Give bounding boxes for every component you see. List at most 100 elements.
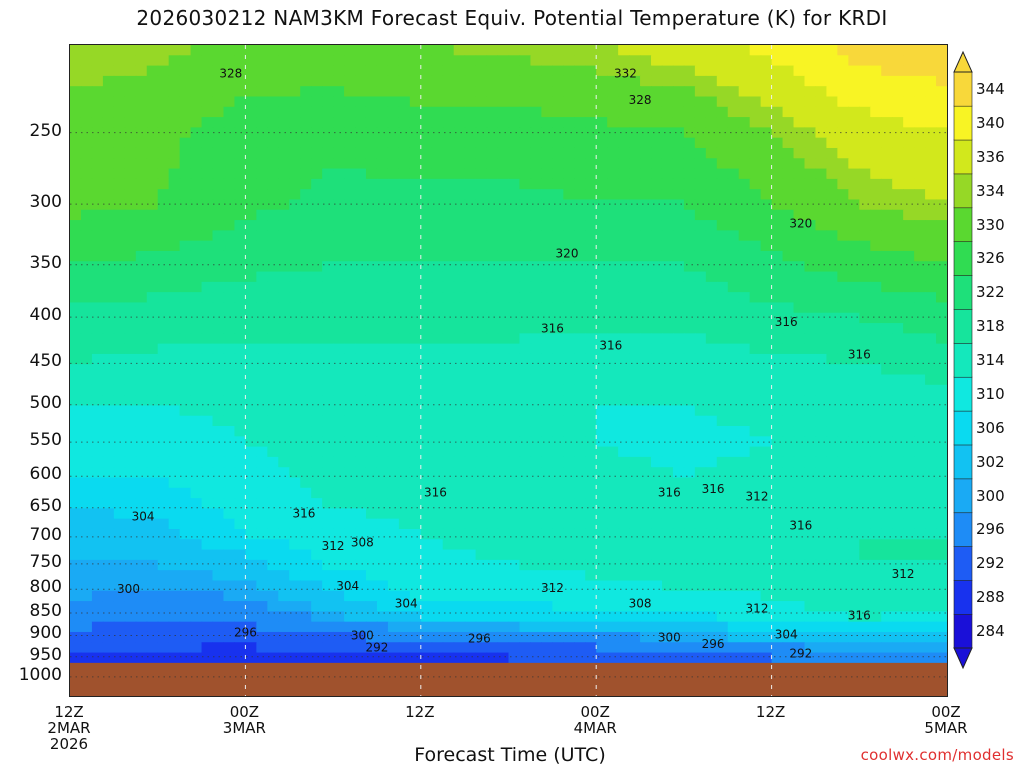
heatmap-cell [892,178,904,190]
colorbar-tick-label: 288 [976,588,1005,607]
heatmap-cell [683,127,696,139]
heatmap-cell [804,559,817,571]
heatmap-cell [355,426,367,437]
heatmap-cell [618,374,630,386]
y-tick-label: 300 [29,192,62,213]
heatmap-cell [859,467,871,479]
heatmap-cell [475,477,488,489]
heatmap-cell [398,45,411,56]
heatmap-cell [234,498,246,509]
heatmap-cell [70,261,82,273]
heatmap-cell [398,189,411,201]
heatmap-cell [157,580,170,592]
heatmap-cell [914,601,926,612]
heatmap-cell [179,189,192,201]
heatmap-cell [727,55,740,67]
heatmap-cell [278,549,290,561]
heatmap-cell [640,353,652,365]
heatmap-cell [124,209,137,221]
heatmap-cell [113,487,126,499]
heatmap-cell [804,86,817,98]
heatmap-cell [234,518,246,530]
heatmap-cell [936,642,947,654]
heatmap-cell [640,652,652,664]
heatmap-cell [936,559,947,571]
heatmap-cell [651,477,663,489]
heatmap-cell [640,590,652,602]
heatmap-cell [640,271,652,283]
heatmap-cell [651,323,663,334]
heatmap-cell [519,168,532,180]
heatmap-cell [771,302,784,314]
heatmap-cell [563,117,575,128]
heatmap-cell [486,158,499,170]
heatmap-cell [409,323,422,334]
heatmap-cell [793,487,806,499]
heatmap-cell [442,559,455,571]
heatmap-cell [519,147,532,159]
heatmap-cell [881,487,893,499]
heatmap-cell [344,467,356,479]
heatmap-cell [848,230,860,242]
heatmap-cell [552,631,564,643]
heatmap-cell [135,333,148,345]
heatmap-cell [212,436,225,448]
heatmap-cell [618,405,630,417]
heatmap-cell [892,137,904,149]
heatmap-cell [815,539,828,551]
heatmap-cell [442,312,455,324]
heatmap-cell [574,539,586,551]
heatmap-cell [651,55,663,67]
heatmap-cell [486,652,499,664]
heatmap-cell [475,75,488,87]
heatmap-cell [365,456,378,468]
heatmap-cell [716,250,729,262]
heatmap-cell [234,590,246,602]
heatmap-cell [815,271,828,283]
heatmap-cell [585,199,597,211]
heatmap-cell [705,559,718,571]
heatmap-cell [80,292,93,304]
heatmap-cell [848,374,860,386]
heatmap-cell [365,117,378,128]
heatmap-cell [826,580,838,592]
heatmap-cell [322,75,334,87]
heatmap-cell [322,528,334,540]
heatmap-cell [234,250,246,262]
heatmap-cell [256,539,268,551]
heatmap-cell [782,117,795,128]
heatmap-cell [596,147,608,159]
heatmap-cell [881,353,893,365]
heatmap-cell [278,86,290,98]
heatmap-cell [629,178,641,190]
heatmap-cell [925,528,937,540]
heatmap-cell [914,281,926,293]
heatmap-cell [574,209,586,221]
heatmap-cell [519,364,532,376]
heatmap-cell [300,127,312,139]
heatmap-cell [497,631,510,643]
heatmap-cell [749,384,762,396]
heatmap-cell [135,189,148,201]
heatmap-cell [848,477,860,489]
heatmap-cell [223,199,236,211]
heatmap-cell [365,528,378,540]
heatmap-cell [267,261,279,273]
heatmap-cell [782,343,795,355]
heatmap-cell [508,240,521,252]
heatmap-cell [333,467,345,479]
heatmap-cell [333,137,345,149]
heatmap-cell [190,456,203,468]
heatmap-cell [311,436,323,448]
heatmap-cell [190,127,203,139]
heatmap-cell [508,549,521,561]
heatmap-cell [508,611,521,623]
heatmap-cell [146,343,159,355]
heatmap-cell [333,96,345,108]
heatmap-cell [607,65,619,77]
heatmap-cell [881,189,893,201]
heatmap-cell [716,209,729,221]
heatmap-cell [694,137,707,149]
heatmap-cell [135,106,148,118]
heatmap-cell [322,250,334,262]
